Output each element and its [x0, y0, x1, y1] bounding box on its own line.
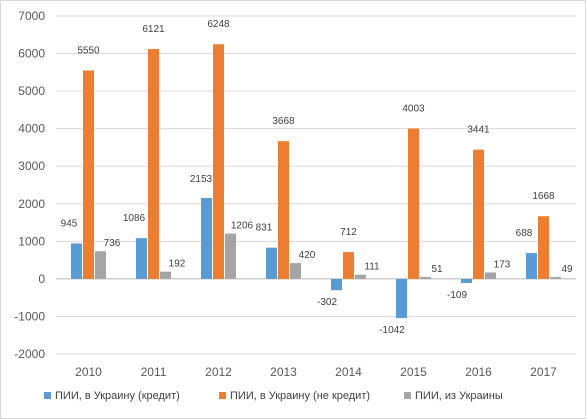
bar: [213, 44, 224, 279]
data-label: 945: [61, 218, 78, 229]
y-tick-label: -1000: [14, 309, 45, 323]
bar: [290, 263, 301, 279]
bar: [71, 243, 82, 279]
y-tick-label: 6000: [18, 47, 45, 61]
data-label: 4003: [402, 104, 425, 115]
data-label: 6248: [207, 19, 230, 30]
axes: -2000 -1000 0 1000 2000 3000 4000 5000 6000 7000 2…: [14, 9, 576, 379]
data-label: 712: [340, 227, 357, 238]
data-label: 49: [561, 264, 573, 275]
legend-swatch: [44, 392, 51, 399]
bar: [160, 271, 171, 279]
data-labels: 945 1086 2153 831 -302 -1042 -109 688 5550 6121 62…: [61, 19, 573, 336]
data-label: 1086: [123, 213, 146, 224]
data-label: 420: [299, 250, 316, 261]
bar: [148, 49, 159, 279]
bar: [225, 233, 236, 279]
bar: [526, 253, 537, 279]
legend-swatch: [219, 392, 226, 399]
x-tick-label: 2010: [75, 365, 102, 379]
bar: [473, 149, 484, 279]
legend-item: ПИИ, из Украины: [404, 390, 503, 402]
bar: [550, 277, 561, 279]
legend-label: ПИИ, в Украину (кредит): [55, 390, 180, 402]
bar: [343, 252, 354, 279]
data-label: 688: [516, 228, 533, 239]
y-tick-label: 1000: [18, 234, 45, 248]
legend-swatch: [404, 392, 411, 399]
x-tick-label: 2015: [400, 365, 427, 379]
bar: [331, 278, 342, 291]
bar: [95, 251, 106, 279]
legend: ПИИ, в Украину (кредит) ПИИ, в Украину (н…: [44, 390, 503, 402]
y-tick-label: 5000: [18, 84, 45, 98]
data-label: 831: [256, 223, 273, 234]
bar: [485, 272, 496, 279]
legend-item: ПИИ, в Украину (не кредит): [219, 390, 370, 402]
data-label: 1206: [231, 221, 254, 232]
y-tick-label: 2000: [18, 197, 45, 211]
data-label: -302: [317, 297, 337, 308]
x-tick-label: 2017: [530, 365, 557, 379]
bar: [278, 141, 289, 279]
bar: [396, 278, 407, 319]
x-tick-label: 2012: [205, 365, 232, 379]
data-label: -1042: [379, 325, 405, 336]
x-tick-label: 2016: [465, 365, 492, 379]
data-label: 3441: [467, 125, 490, 136]
bar: [355, 274, 366, 279]
legend-item: ПИИ, в Украину (кредит): [44, 390, 180, 402]
data-label: -109: [447, 290, 467, 301]
bar: [136, 238, 147, 279]
x-tick-label: 2013: [270, 365, 297, 379]
data-label: 173: [494, 259, 511, 270]
data-label: 192: [169, 259, 186, 270]
data-label: 6121: [142, 24, 165, 35]
bar: [201, 198, 212, 279]
x-tick-label: 2011: [141, 365, 167, 379]
data-label: 3668: [272, 116, 295, 127]
y-tick-label: 3000: [18, 159, 45, 173]
y-tick-label: 4000: [18, 122, 45, 136]
bar: [538, 216, 549, 279]
y-tick-label: -2000: [14, 347, 45, 361]
bars: [71, 44, 561, 319]
data-label: 51: [431, 264, 443, 275]
bar: [420, 276, 431, 279]
legend-label: ПИИ, из Украины: [415, 390, 503, 402]
y-tick-label: 7000: [18, 9, 45, 23]
bar: [83, 70, 94, 279]
data-label: 5550: [77, 45, 100, 56]
data-label: 1668: [532, 191, 555, 202]
data-label: 111: [364, 262, 380, 273]
bar: [266, 247, 277, 279]
data-label: 2153: [190, 174, 213, 185]
x-tick-label: 2014: [335, 365, 362, 379]
bar: [408, 128, 419, 279]
legend-label: ПИИ, в Украину (не кредит): [230, 390, 370, 402]
data-label: 736: [104, 238, 121, 249]
y-tick-label: 0: [38, 272, 45, 286]
bar: [461, 278, 472, 283]
